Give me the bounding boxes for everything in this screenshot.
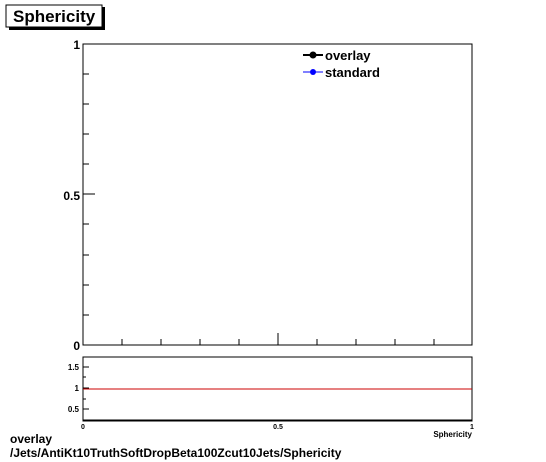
ratio-xtick-label: 1	[470, 424, 474, 431]
main-y-ticks	[83, 43, 95, 316]
legend: overlay standard	[303, 48, 380, 80]
footer-line-2: /Jets/AntiKt10TruthSoftDropBeta100Zcut10…	[10, 446, 342, 460]
title-box: Sphericity	[5, 4, 105, 30]
ratio-ytick-label: 1.5	[68, 363, 80, 372]
legend-label: standard	[325, 65, 380, 80]
main-plot-frame	[82, 43, 473, 346]
ratio-y-ticks	[83, 366, 89, 410]
main-x-ticks	[121, 333, 435, 345]
legend-entry-overlay: overlay	[303, 48, 371, 63]
legend-label: overlay	[325, 48, 371, 63]
ratio-xtick-label: 0	[81, 424, 85, 431]
x-axis-label: Sphericity	[433, 430, 472, 439]
main-ytick-label: 0	[73, 339, 80, 353]
legend-entry-standard: standard	[303, 65, 380, 80]
ratio-ytick-label: 0.5	[68, 405, 80, 414]
main-ytick-label: 1	[73, 38, 80, 52]
main-ytick-label: 0.5	[63, 189, 80, 203]
footer-line-1: overlay	[10, 432, 53, 446]
ratio-ytick-label: 1	[75, 384, 80, 393]
chart-title: Sphericity	[13, 7, 96, 26]
ratio-xtick-label: 0.5	[273, 424, 283, 431]
